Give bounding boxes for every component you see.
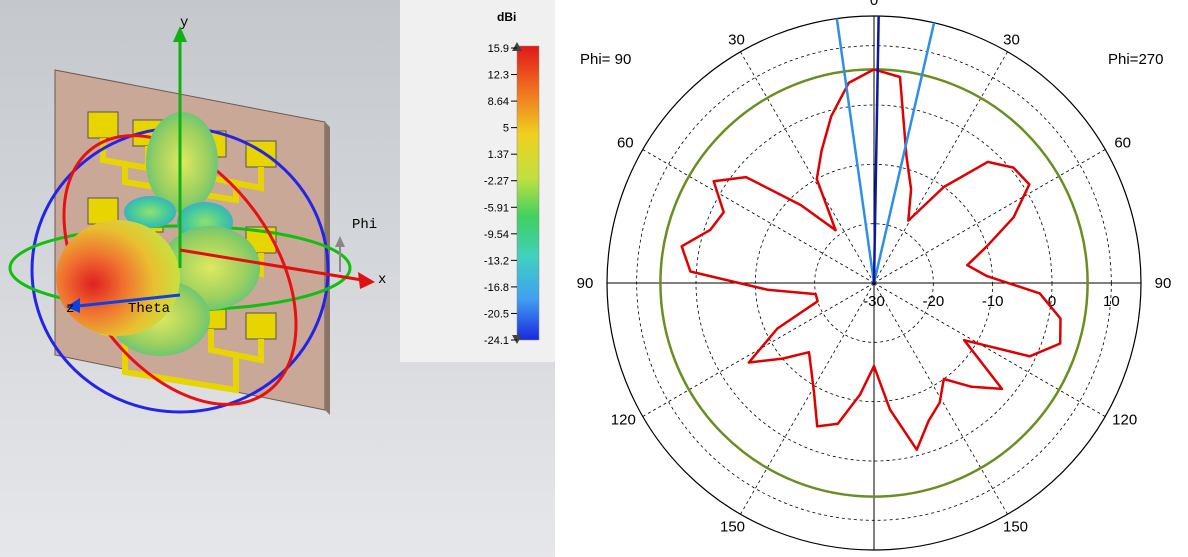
axis-y [173, 26, 187, 268]
angle-tick-label: 150 [1003, 519, 1028, 536]
beam-line-left [835, 18, 876, 284]
angle-tick-label: 120 [611, 412, 636, 429]
radial-tick-label: -20 [922, 293, 944, 310]
radial-tick-label: -30 [863, 293, 885, 310]
colorbar-tick-label: 8.64 [488, 96, 509, 108]
polar-plot-canvas: 0303060609090120120150150180-30-20-10010… [577, 0, 1172, 551]
angle-tick-label: 60 [617, 135, 634, 152]
phi-left-label: Phi= 90 [580, 51, 631, 68]
colorbar-tick-label: -5.91 [484, 202, 509, 214]
grid-spoke [873, 149, 1106, 284]
angle-tick-label: 90 [1155, 275, 1172, 292]
grid-spoke [873, 51, 1008, 284]
phi-label: Phi [352, 217, 377, 233]
beam-line-right [872, 22, 936, 284]
colorbar-unit: dBi [497, 10, 516, 24]
radial-tick-label: 0 [1048, 293, 1056, 310]
grid-spoke [642, 149, 875, 284]
theta-label: Theta [128, 301, 170, 317]
axis-z-label: z [66, 301, 74, 317]
radiation-pattern-3d [56, 112, 260, 356]
reference-circle-series [659, 68, 1089, 498]
axis-z [66, 293, 181, 313]
pattern-series [680, 68, 1062, 451]
grid-spoke [873, 282, 1106, 417]
angle-tick-label: 30 [728, 31, 745, 48]
colorbar-tick-label: -9.54 [484, 229, 509, 241]
radial-tick-label: 10 [1103, 293, 1120, 310]
phi-arrow [335, 236, 345, 272]
colorbar-tick-label: -16.8 [484, 282, 509, 294]
colorbar-up-arrow-icon [512, 42, 522, 51]
angle-tick-label: 60 [1114, 135, 1131, 152]
beam-line-main [872, 16, 880, 284]
axis-x [179, 248, 375, 289]
angle-tick-label: 90 [577, 275, 594, 292]
axis-y-label: y [180, 15, 188, 31]
grid-spoke [740, 282, 875, 515]
axis-x-label: x [378, 272, 386, 288]
colorbar-tick-label: 12.3 [488, 70, 509, 82]
colorbar-tick-label: -20.5 [484, 308, 509, 320]
radial-tick-label: -10 [982, 293, 1004, 310]
angle-tick-label: 30 [1003, 31, 1020, 48]
angle-tick-label: 120 [1112, 412, 1137, 429]
angle-tick-label: 150 [720, 519, 745, 536]
farfield-3d-canvas: y x z Phi Theta dBi 15.9 12.3 8.64 5 1.37 -2.… [0, 0, 555, 557]
colorbar-tick-label: 5 [503, 123, 509, 135]
colorbar-tick-label: 1.37 [488, 149, 509, 161]
angle-tick-label: 0 [870, 0, 878, 9]
phi-right-label: Phi=270 [1108, 51, 1163, 68]
farfield-3d-view[interactable]: y x z Phi Theta dBi 15.9 12.3 8.64 5 1.37 -2.… [0, 0, 555, 557]
colorbar-tick-label: -13.2 [484, 255, 509, 267]
colorbar: dBi 15.9 12.3 8.64 5 1.37 -2.27 -5.91 -9.54 -13.… [400, 0, 555, 362]
grid-spoke [740, 51, 875, 284]
colorbar-tick-label: -24.1 [484, 335, 509, 347]
colorbar-tick-label: 15.9 [488, 43, 509, 55]
colorbar-tick-label: -2.27 [484, 176, 509, 188]
polar-plot[interactable]: 0303060609090120120150150180-30-20-10010… [560, 0, 1188, 557]
